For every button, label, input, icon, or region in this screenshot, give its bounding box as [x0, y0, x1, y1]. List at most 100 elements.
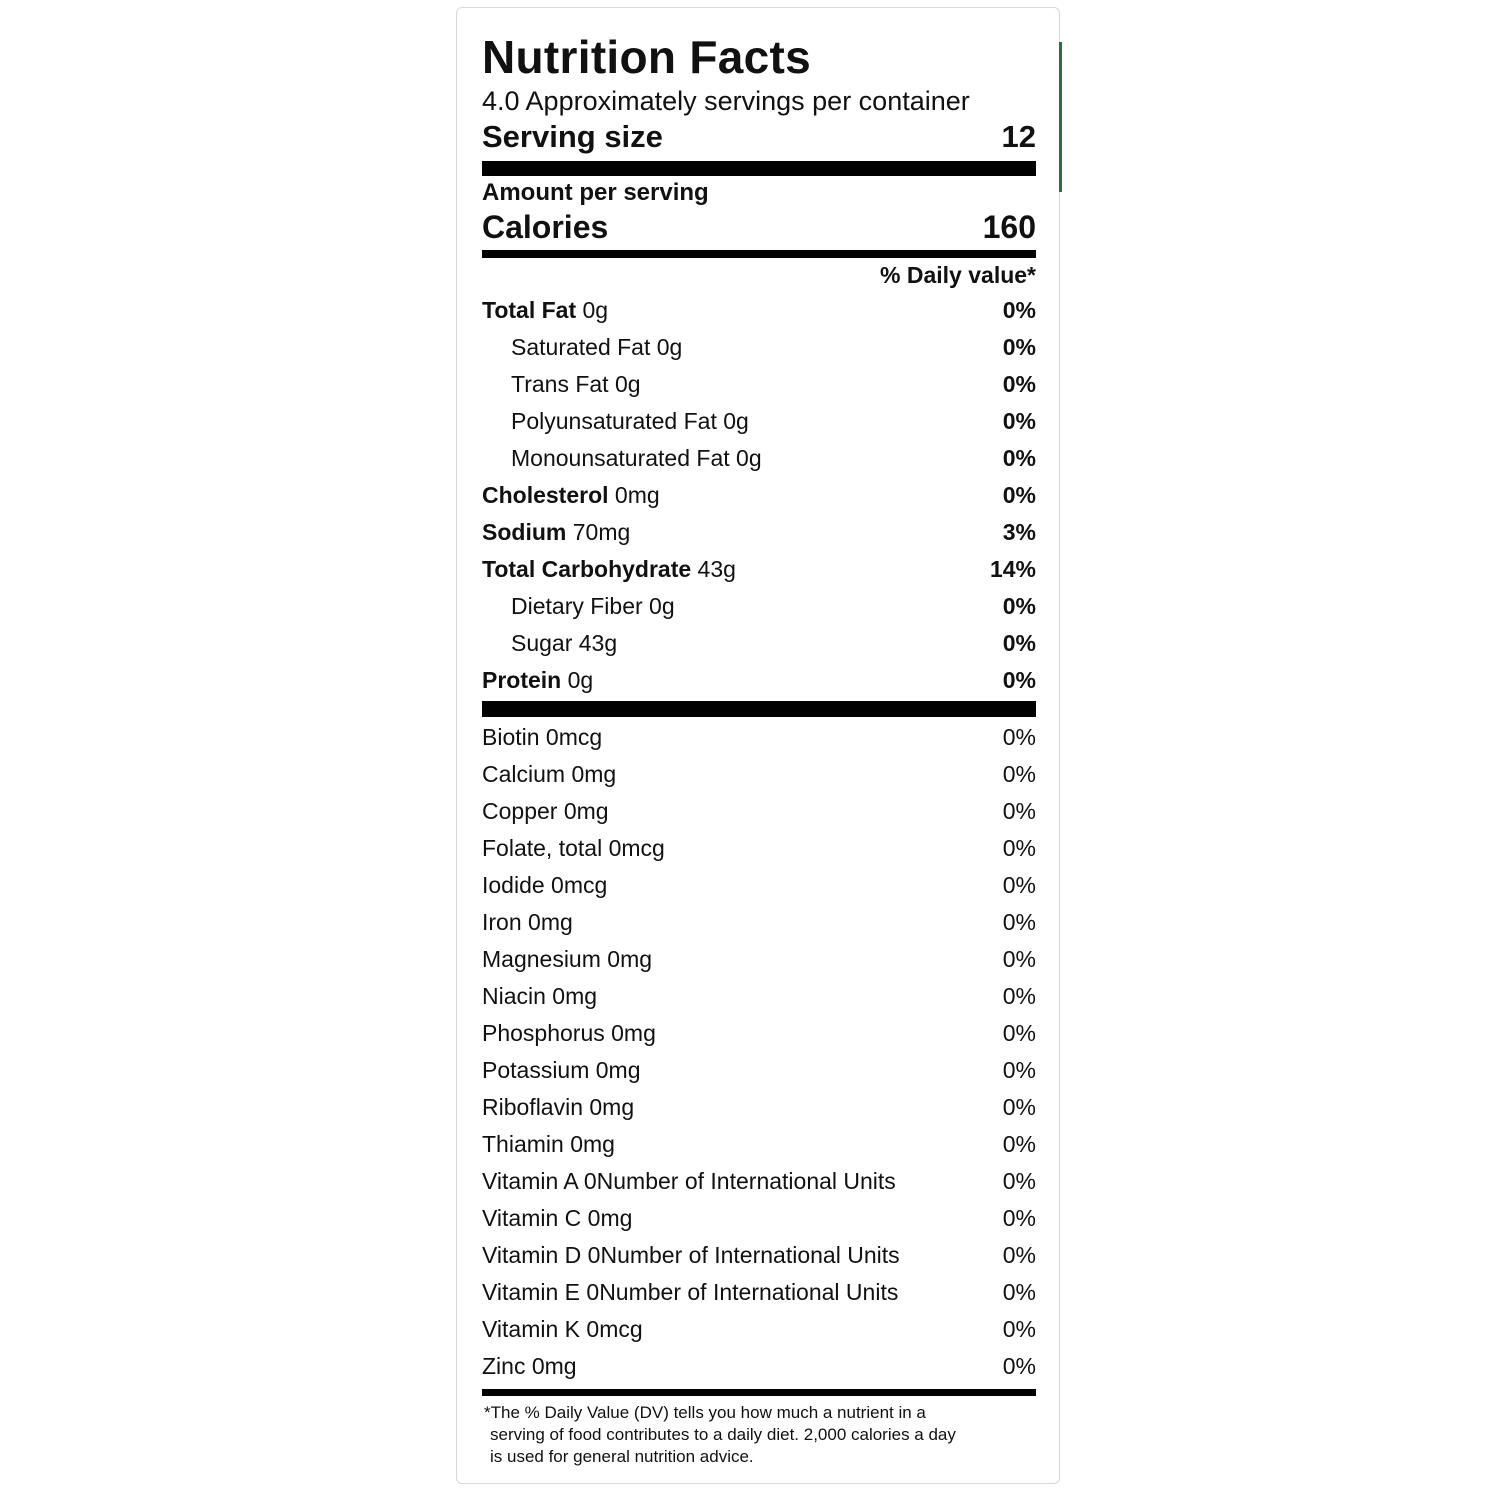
footer-divider	[482, 1389, 1036, 1396]
vitamin-label: Calcium 0mg	[482, 761, 617, 787]
nutrient-name: Sugar	[511, 630, 573, 656]
nutrient-row-protein: Protein 0g 0%	[482, 662, 1036, 699]
nutrient-amount: 70mg	[572, 519, 631, 545]
vitamin-row: Zinc 0mg 0%	[482, 1348, 1036, 1385]
green-edge-accent	[1059, 42, 1062, 192]
nutrient-dv: 0%	[1002, 482, 1036, 508]
vitamin-label: Niacin 0mg	[482, 983, 598, 1009]
nutrient-dv: 0%	[1002, 408, 1036, 434]
vitamin-row: Riboflavin 0mg 0%	[482, 1089, 1036, 1126]
nutrient-row-dietary-fiber: Dietary Fiber 0g 0%	[482, 588, 1036, 625]
vitamin-dv: 0%	[1002, 835, 1036, 861]
nutrient-row-total-fat: Total Fat 0g 0%	[482, 292, 1036, 329]
vitamin-row: Niacin 0mg 0%	[482, 978, 1036, 1015]
nutrient-row-cholesterol: Cholesterol 0mg 0%	[482, 477, 1036, 514]
vitamin-row: Vitamin D 0Number of International Units…	[482, 1237, 1036, 1274]
nutrient-amount: 43g	[578, 630, 618, 656]
nutrient-name: Sodium	[482, 519, 567, 545]
label-content: Nutrition Facts 4.0 Approximately servin…	[482, 32, 1036, 1468]
vitamin-label: Iron 0mg	[482, 909, 573, 935]
nutrient-amount: 0g	[656, 334, 683, 360]
nutrient-amount: 43g	[697, 556, 736, 582]
vitamin-dv: 0%	[1002, 761, 1036, 787]
vitamin-row: Copper 0mg 0%	[482, 793, 1036, 830]
nutrient-dv: 0%	[1002, 630, 1036, 656]
nutrient-row-saturated-fat: Saturated Fat 0g 0%	[482, 329, 1036, 366]
vitamin-row: Folate, total 0mcg 0%	[482, 830, 1036, 867]
serving-size-label: Serving size	[482, 119, 663, 154]
servings-per-container: 4.0 Approximately servings per container	[482, 86, 970, 116]
vitamin-list: Biotin 0mcg 0% Calcium 0mg 0% Copper 0mg 0%…	[482, 719, 1036, 1385]
vitamin-row: Calcium 0mg 0%	[482, 756, 1036, 793]
nutrient-dv: 0%	[1002, 334, 1036, 360]
serving-size-value: 12	[1001, 119, 1036, 154]
nutrient-row-monounsaturated-fat: Monounsaturated Fat 0g 0%	[482, 440, 1036, 477]
vitamin-label: Potassium 0mg	[482, 1057, 641, 1083]
label-title: Nutrition Facts	[482, 31, 812, 83]
vitamin-label: Vitamin K 0mcg	[482, 1316, 643, 1342]
nutrient-name: Total Fat	[482, 297, 577, 323]
footnote: *The % Daily Value (DV) tells you how mu…	[482, 1402, 1029, 1468]
thick-divider	[482, 701, 1036, 717]
footnote-line: serving of food contributes to a daily d…	[490, 1425, 956, 1444]
vitamin-row: Vitamin E 0Number of International Units…	[482, 1274, 1036, 1311]
vitamin-label: Vitamin A 0Number of International Units	[482, 1168, 896, 1194]
vitamin-label: Magnesium 0mg	[482, 946, 653, 972]
vitamin-row: Magnesium 0mg 0%	[482, 941, 1036, 978]
nutrient-amount: 0g	[582, 297, 609, 323]
nutrient-name: Total Carbohydrate	[482, 556, 692, 582]
vitamin-dv: 0%	[1002, 909, 1036, 935]
nutrient-name: Dietary Fiber	[511, 593, 643, 619]
vitamin-dv: 0%	[1002, 1131, 1036, 1157]
vitamin-dv: 0%	[1002, 1353, 1036, 1379]
vitamin-label: Iodide 0mcg	[482, 872, 608, 898]
vitamin-label: Vitamin D 0Number of International Units	[482, 1242, 900, 1268]
nutrient-amount: 0g	[567, 667, 594, 693]
vitamin-dv: 0%	[1002, 724, 1036, 750]
vitamin-dv: 0%	[1002, 1279, 1036, 1305]
vitamin-row: Vitamin K 0mcg 0%	[482, 1311, 1036, 1348]
vitamin-label: Thiamin 0mg	[482, 1131, 615, 1157]
vitamin-dv: 0%	[1002, 1057, 1036, 1083]
nutrient-dv: 0%	[1002, 667, 1036, 693]
vitamin-dv: 0%	[1002, 1168, 1036, 1194]
nutrient-row-sugar: Sugar 43g 0%	[482, 625, 1036, 662]
nutrient-name: Trans Fat	[511, 371, 609, 397]
nutrient-row-sodium: Sodium 70mg 3%	[482, 514, 1036, 551]
vitamin-row: Iodide 0mcg 0%	[482, 867, 1036, 904]
vitamin-dv: 0%	[1002, 1205, 1036, 1231]
vitamin-dv: 0%	[1002, 983, 1036, 1009]
vitamin-row: Vitamin A 0Number of International Units…	[482, 1163, 1036, 1200]
vitamin-label: Riboflavin 0mg	[482, 1094, 635, 1120]
vitamin-dv: 0%	[1002, 798, 1036, 824]
vitamin-label: Phosphorus 0mg	[482, 1020, 656, 1046]
vitamin-row: Phosphorus 0mg 0%	[482, 1015, 1036, 1052]
vitamin-label: Copper 0mg	[482, 798, 609, 824]
nutrient-amount: 0g	[736, 445, 762, 471]
nutrition-facts-label: Nutrition Facts 4.0 Approximately servin…	[456, 7, 1060, 1484]
nutrient-dv: 0%	[1002, 593, 1036, 619]
nutrient-amount: 0g	[614, 371, 641, 397]
nutrient-list: Total Fat 0g 0% Saturated Fat 0g 0% Tran…	[482, 292, 1036, 699]
medium-divider	[482, 250, 1036, 258]
nutrient-dv: 3%	[1002, 519, 1036, 545]
vitamin-row: Potassium 0mg 0%	[482, 1052, 1036, 1089]
nutrient-dv: 14%	[989, 556, 1036, 582]
nutrient-amount: 0mg	[614, 482, 660, 508]
vitamin-label: Folate, total 0mcg	[482, 835, 665, 861]
footnote-line: *The % Daily Value (DV) tells you how mu…	[484, 1403, 926, 1422]
nutrient-amount: 0g	[649, 593, 675, 619]
vitamin-row: Biotin 0mcg 0%	[482, 719, 1036, 756]
serving-size-row: Serving size 12	[482, 119, 1036, 155]
nutrient-name: Protein	[482, 667, 562, 693]
footnote-line: is used for general nutrition advice.	[490, 1447, 754, 1466]
vitamin-dv: 0%	[1002, 1242, 1036, 1268]
vitamin-label: Vitamin E 0Number of International Units	[482, 1279, 899, 1305]
nutrient-name: Saturated Fat	[511, 334, 651, 360]
daily-value-header: % Daily value*	[880, 262, 1036, 288]
nutrient-name: Polyunsaturated Fat	[511, 408, 717, 434]
vitamin-label: Zinc 0mg	[482, 1353, 577, 1379]
vitamin-dv: 0%	[1002, 1094, 1036, 1120]
nutrient-dv: 0%	[1002, 445, 1036, 471]
vitamin-row: Thiamin 0mg 0%	[482, 1126, 1036, 1163]
